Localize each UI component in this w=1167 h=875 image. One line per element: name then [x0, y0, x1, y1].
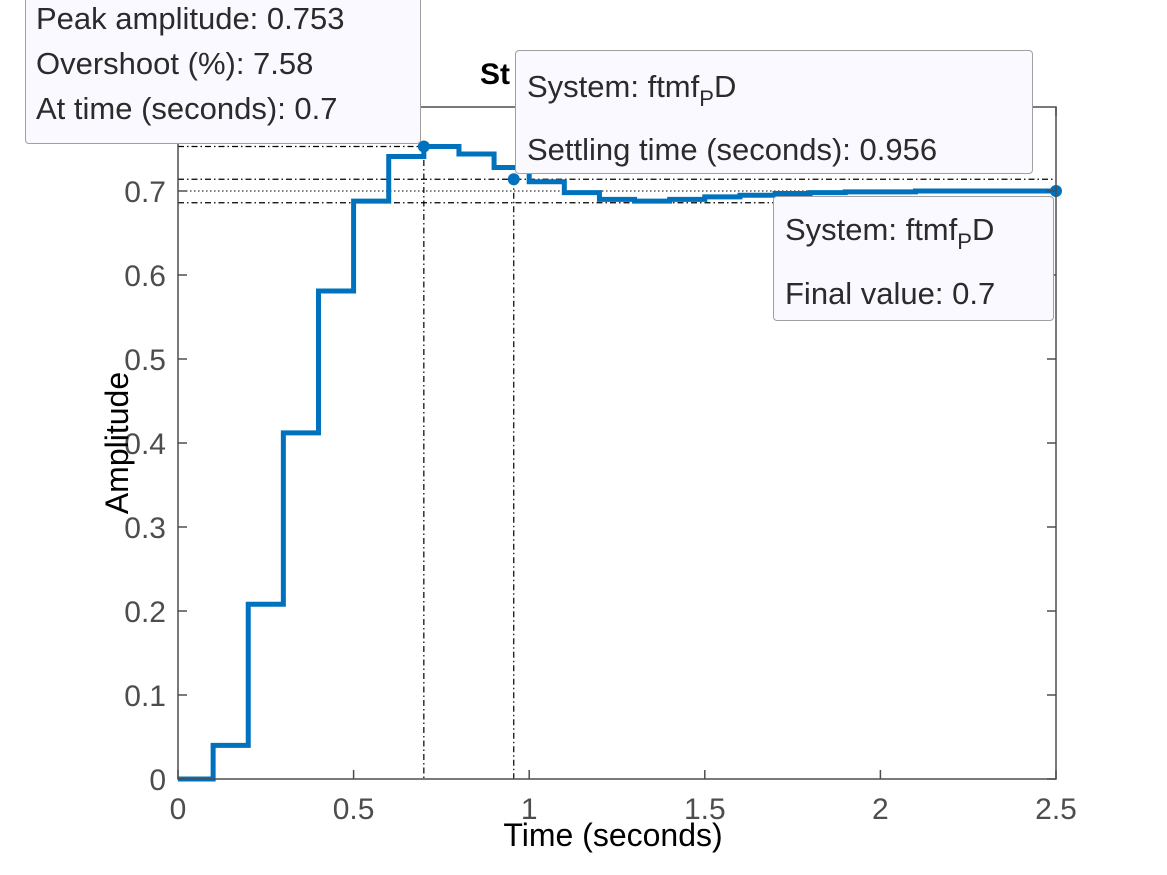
y-tick-label: 0.7	[124, 176, 166, 209]
y-tick-label: 0.3	[124, 512, 166, 545]
y-tick-label: 0.4	[124, 428, 166, 461]
settling-system-subscript: P	[699, 86, 714, 111]
y-tick-label: 0	[149, 764, 166, 797]
y-tick-label: 0.6	[124, 260, 166, 293]
y-axis-label: Amplitude	[99, 372, 135, 514]
x-tick-label: 0	[170, 793, 187, 826]
peak-tooltip[interactable]: Peak amplitude: 0.753 Overshoot (%): 7.5…	[25, 0, 421, 144]
final-value-text: Final value: 0.7	[785, 276, 996, 311]
peak-amplitude-text: Peak amplitude: 0.753	[36, 1, 345, 36]
settling-system-suffix: D	[713, 69, 737, 104]
x-tick-label: 2.5	[1035, 793, 1077, 826]
final-system-prefix: System: ftmf	[785, 212, 958, 247]
x-tick-label: 0.5	[333, 793, 375, 826]
step-response-line	[178, 143, 1056, 782]
y-axis-ticks: 0 0.1 0.2 0.3 0.4 0.5 0.6 0.7	[124, 176, 1056, 797]
data-tip-marker[interactable]	[507, 173, 520, 186]
series-group	[178, 143, 1056, 782]
x-axis-ticks: 0 0.5 1 1.5 2 2.5	[170, 107, 1077, 826]
settling-tooltip[interactable]: System: ftmfPD Settling time (seconds): …	[515, 50, 1033, 174]
y-tick-label: 0.5	[124, 344, 166, 377]
final-system-subscript: P	[957, 229, 972, 254]
x-tick-label: 1	[521, 793, 538, 826]
final-system-suffix: D	[971, 212, 995, 247]
data-tip-marker[interactable]	[417, 140, 430, 153]
markers-group	[417, 140, 1062, 197]
settling-system-text: System: ftmfPD	[527, 69, 1032, 110]
final-system-text: System: ftmfPD	[785, 212, 1053, 253]
y-tick-label: 0.2	[124, 596, 166, 629]
x-tick-label: 1.5	[684, 793, 726, 826]
chart-title: St	[480, 58, 510, 91]
x-axis-label: Time (seconds)	[503, 817, 722, 853]
settling-time-text: Settling time (seconds): 0.956	[527, 132, 938, 167]
overshoot-text: Overshoot (%): 7.58	[36, 46, 314, 81]
peak-time-text: At time (seconds): 0.7	[36, 91, 338, 126]
settling-system-prefix: System: ftmf	[527, 69, 700, 104]
y-tick-label: 0.1	[124, 680, 166, 713]
final-value-tooltip[interactable]: System: ftmfPD Final value: 0.7	[773, 196, 1054, 321]
x-tick-label: 2	[872, 793, 889, 826]
